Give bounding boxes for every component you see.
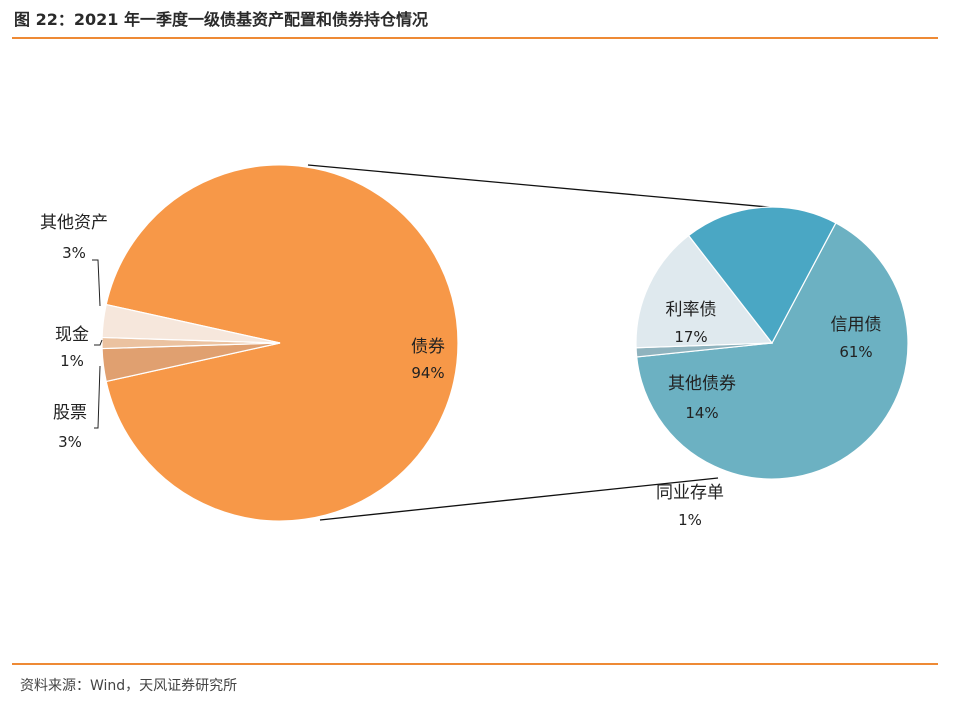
label-cash-name: 现金 (55, 325, 89, 345)
pie-slice-bond (105, 164, 459, 522)
connector-line-bottom (319, 477, 719, 521)
pie-slice-credit-bond (636, 222, 909, 480)
label-cash-value: 1% (60, 352, 84, 370)
label-other-bond-name: 其他债券 (668, 374, 736, 394)
label-ncd-name: 同业存单 (656, 483, 724, 503)
label-bond-value: 94% (411, 364, 444, 382)
label-credit-bond-name: 信用债 (831, 315, 882, 335)
page-title: 图 22：2021 年一季度一级债基资产配置和债券持仓情况 (14, 10, 428, 29)
label-other-assets-value: 3% (62, 244, 86, 262)
label-rate-bond-name: 利率债 (666, 300, 717, 320)
source-note: 资料来源：Wind，天风证券研究所 (20, 678, 238, 694)
leader-line-cash (94, 339, 103, 346)
label-stock-value: 3% (58, 433, 82, 451)
pie-slice-other-bond (635, 234, 774, 349)
connector-line-top (307, 164, 791, 210)
footer-divider (12, 663, 938, 665)
label-rate-bond-value: 17% (674, 328, 707, 346)
label-other-assets-name: 其他资产 (40, 213, 108, 233)
label-bond-name: 债券 (411, 337, 445, 357)
label-ncd-value: 1% (678, 511, 702, 529)
label-credit-bond-value: 61% (839, 343, 872, 361)
pie-slice-stock (101, 303, 281, 344)
label-stock-name: 股票 (53, 403, 87, 423)
title-divider (12, 37, 938, 39)
label-other-bond-value: 14% (685, 404, 718, 422)
leader-line-other-assets (92, 259, 101, 307)
leader-line-stock (94, 365, 101, 429)
pie-slice-rate-bond (687, 206, 837, 345)
